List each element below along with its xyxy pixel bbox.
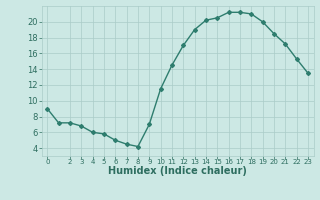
X-axis label: Humidex (Indice chaleur): Humidex (Indice chaleur) <box>108 166 247 176</box>
